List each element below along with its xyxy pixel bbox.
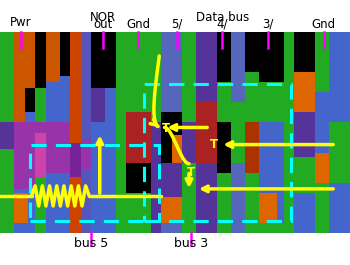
Bar: [294, 193, 315, 233]
Bar: [329, 122, 350, 183]
Bar: [231, 32, 245, 233]
Bar: [182, 32, 196, 122]
Bar: [80, 32, 91, 233]
Bar: [284, 92, 294, 233]
Bar: [284, 32, 294, 92]
Bar: [46, 32, 70, 233]
Bar: [315, 92, 329, 153]
Bar: [172, 135, 182, 163]
Bar: [315, 183, 329, 233]
Text: T: T: [209, 138, 218, 151]
Text: 5/: 5/: [171, 18, 182, 31]
Bar: [126, 32, 161, 233]
Bar: [91, 32, 116, 88]
Bar: [259, 32, 284, 82]
Bar: [217, 82, 231, 122]
Bar: [0, 32, 14, 233]
Bar: [126, 32, 150, 112]
Bar: [217, 173, 231, 233]
Text: out: out: [93, 18, 113, 31]
Text: Data bus: Data bus: [196, 11, 249, 24]
Text: Gnd: Gnd: [312, 18, 336, 31]
Bar: [315, 153, 329, 183]
Bar: [326, 32, 350, 233]
Bar: [35, 32, 46, 88]
Bar: [294, 32, 315, 72]
Bar: [245, 32, 259, 233]
Bar: [161, 112, 182, 163]
Bar: [161, 32, 182, 112]
Bar: [14, 157, 35, 189]
Bar: [284, 32, 294, 233]
Bar: [259, 32, 284, 233]
Bar: [294, 32, 326, 233]
Bar: [70, 32, 80, 233]
Bar: [217, 32, 231, 82]
Bar: [245, 72, 259, 122]
Bar: [259, 193, 276, 223]
Bar: [35, 132, 46, 177]
Bar: [245, 32, 259, 72]
Bar: [116, 32, 126, 233]
Bar: [329, 32, 350, 122]
Bar: [80, 139, 91, 169]
Bar: [231, 102, 245, 163]
Bar: [35, 32, 46, 233]
Bar: [259, 223, 284, 233]
Bar: [245, 122, 259, 173]
Bar: [46, 122, 70, 173]
Bar: [196, 163, 217, 233]
Bar: [182, 32, 196, 233]
Bar: [217, 122, 231, 173]
Bar: [150, 32, 161, 122]
Bar: [231, 163, 245, 233]
Bar: [231, 32, 245, 102]
Bar: [196, 32, 217, 233]
Bar: [245, 173, 259, 233]
Bar: [60, 32, 70, 76]
Bar: [182, 122, 196, 163]
Bar: [259, 122, 284, 173]
Bar: [91, 88, 105, 122]
Text: T: T: [162, 122, 170, 135]
Bar: [294, 112, 315, 157]
Bar: [294, 157, 315, 193]
Text: bus 5: bus 5: [74, 237, 108, 250]
Bar: [126, 163, 150, 193]
Bar: [315, 32, 329, 92]
Bar: [196, 102, 217, 163]
Bar: [70, 143, 80, 177]
Bar: [0, 122, 14, 149]
Bar: [14, 32, 35, 233]
Bar: [116, 56, 126, 112]
Bar: [161, 32, 182, 233]
Bar: [14, 88, 24, 122]
Bar: [259, 82, 284, 122]
Text: 3/: 3/: [262, 18, 273, 31]
Bar: [294, 72, 315, 112]
Bar: [161, 163, 182, 197]
Bar: [329, 183, 350, 233]
Bar: [161, 197, 182, 223]
Bar: [30, 145, 159, 221]
Bar: [196, 32, 217, 102]
Bar: [91, 32, 116, 233]
Text: T: T: [187, 166, 195, 179]
Bar: [150, 122, 161, 173]
Text: 4/: 4/: [217, 18, 228, 31]
Text: bus 3: bus 3: [174, 237, 208, 250]
Text: NOR: NOR: [90, 11, 116, 24]
Bar: [126, 112, 150, 163]
Text: Pwr: Pwr: [10, 16, 32, 29]
Bar: [14, 32, 35, 88]
Bar: [25, 88, 35, 112]
Bar: [14, 193, 28, 223]
Bar: [182, 163, 196, 233]
Text: Gnd: Gnd: [126, 18, 150, 31]
Bar: [46, 32, 60, 82]
Bar: [150, 173, 161, 233]
Bar: [144, 84, 290, 221]
Bar: [14, 122, 46, 157]
Bar: [217, 32, 231, 233]
